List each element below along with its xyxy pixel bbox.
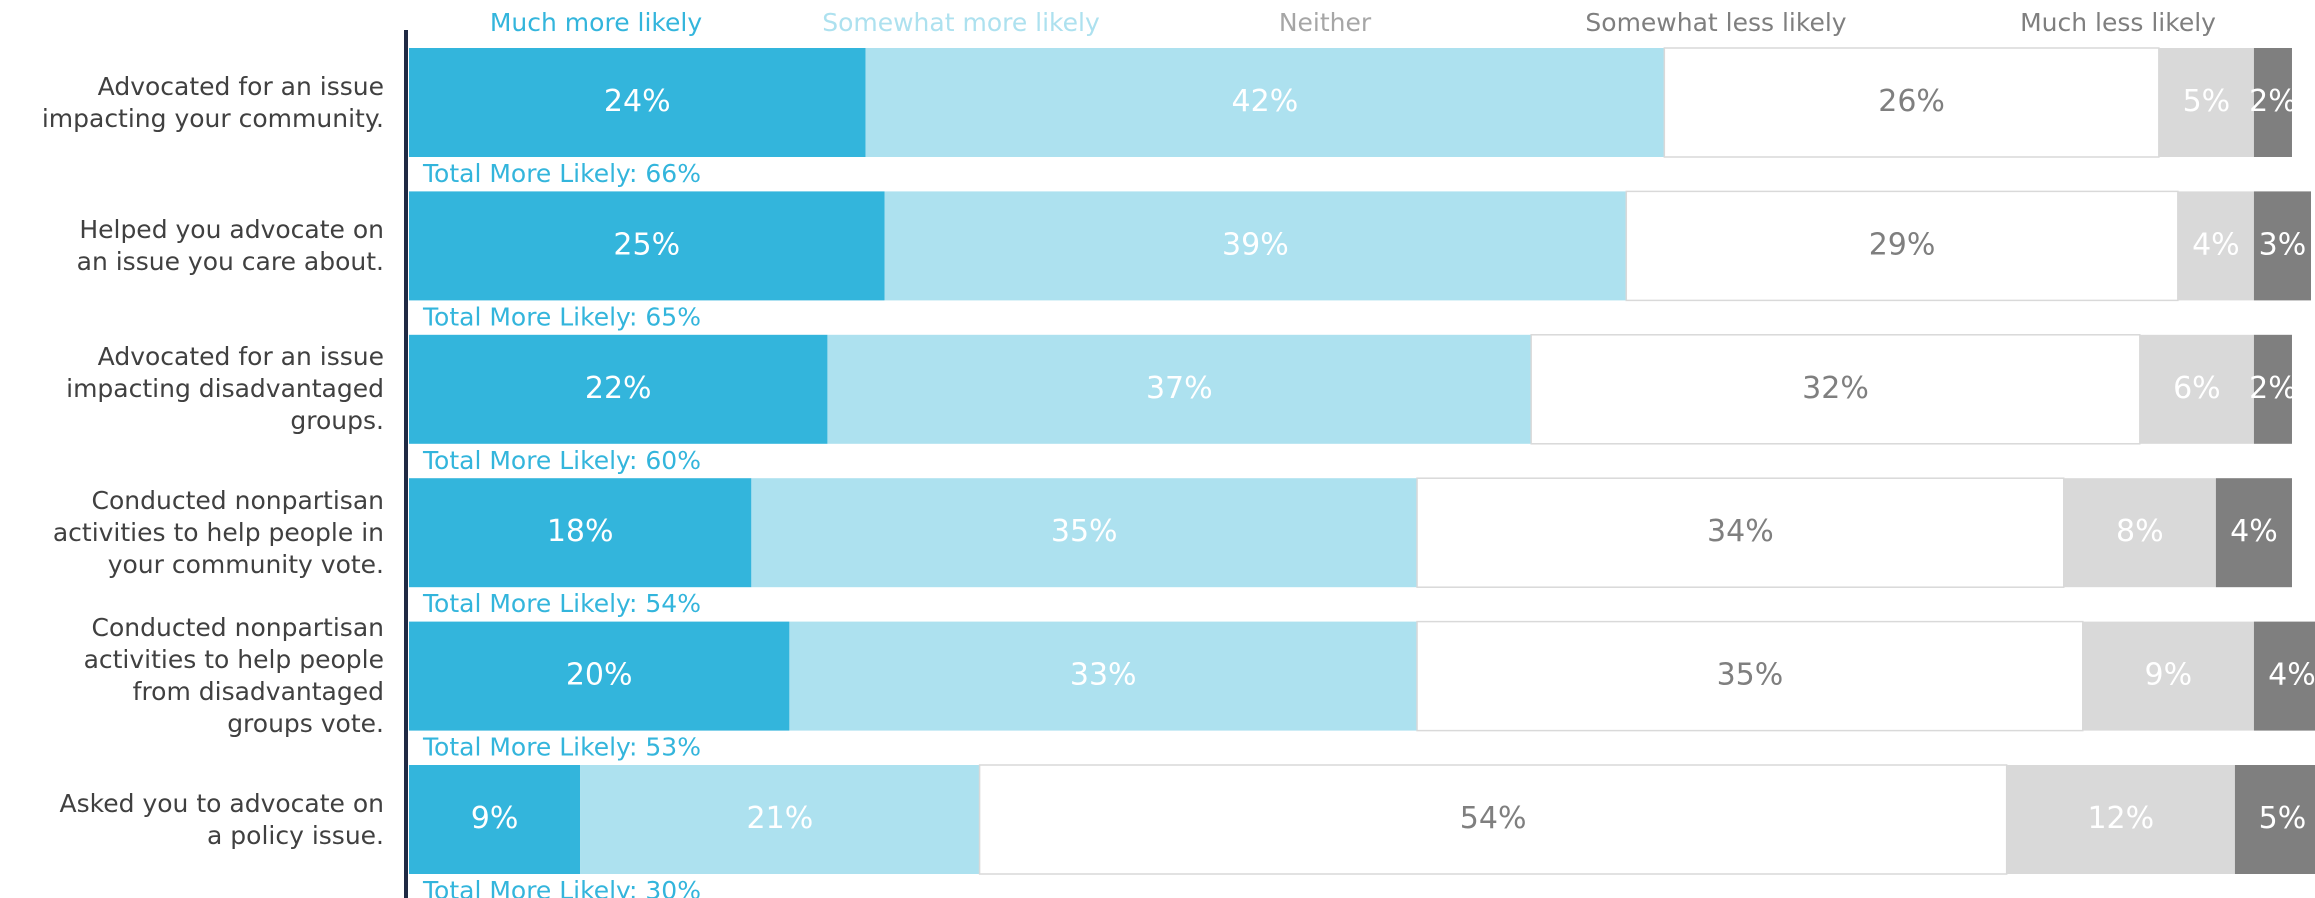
bar-segment	[580, 765, 980, 874]
bar-segment	[978, 764, 2008, 875]
annotation: Total More Likely: 60%	[422, 446, 701, 475]
bar-segment	[409, 478, 752, 588]
bar-segment	[2253, 191, 2311, 301]
category-label: Conducted nonpartisan activities to help…	[52, 485, 384, 579]
value-label: 32%	[1802, 371, 1869, 406]
value-label: 3%	[2259, 227, 2307, 262]
bar-segment	[789, 621, 1418, 731]
category-label: Helped you advocate on an issue you care…	[76, 214, 384, 276]
value-label: 35%	[1717, 658, 1784, 693]
bar-segment	[2082, 621, 2254, 731]
bar-segment	[2234, 765, 2315, 874]
bar-segment	[2253, 621, 2315, 731]
value-label: 2%	[2249, 84, 2297, 119]
value-label: 8%	[2116, 514, 2164, 549]
value-label: 33%	[1070, 658, 1137, 693]
value-label: 5%	[2183, 84, 2231, 119]
value-label: 5%	[2259, 801, 2307, 836]
bar-segment	[409, 621, 790, 731]
bar-segment	[2063, 478, 2216, 588]
bar-segment	[865, 48, 1665, 157]
value-label: 24%	[604, 84, 671, 119]
annotation: Total More Likely: 53%	[422, 733, 701, 762]
category-label: Asked you to advocate on a policy issue.	[59, 788, 384, 850]
legend-label: Somewhat more likely	[822, 8, 1100, 37]
bar-segment	[1530, 334, 2141, 445]
value-label: 37%	[1146, 371, 1213, 406]
legend-label: Somewhat less likely	[1585, 8, 1846, 37]
bar-segment	[1663, 47, 2160, 158]
value-label: 4%	[2230, 514, 2278, 549]
value-label: 35%	[1051, 514, 1118, 549]
bar-segment	[409, 191, 885, 301]
value-label: 54%	[1460, 801, 1527, 836]
value-label: 6%	[2173, 371, 2221, 406]
value-label: 25%	[613, 227, 680, 262]
legend-label: Much more likely	[490, 8, 702, 37]
annotation: Total More Likely: 65%	[422, 302, 701, 331]
bar-segment	[2158, 48, 2254, 157]
bar-segment	[409, 334, 828, 444]
bar-segment	[2006, 765, 2235, 874]
bar-segment	[751, 478, 1418, 588]
value-label: 20%	[566, 658, 633, 693]
annotation: Total More Likely: 54%	[422, 589, 701, 618]
value-label: 4%	[2268, 658, 2315, 693]
category-label: Conducted nonpartisan activities to help…	[83, 613, 384, 739]
bar-segment	[2253, 334, 2292, 444]
value-label: 39%	[1222, 227, 1289, 262]
value-label: 29%	[1869, 227, 1936, 262]
bar-segment	[409, 765, 581, 874]
annotation: Total More Likely: 66%	[422, 159, 701, 188]
value-label: 18%	[547, 514, 614, 549]
value-label: 26%	[1878, 84, 1945, 119]
value-label: 4%	[2192, 227, 2240, 262]
bar-segment	[1416, 477, 2065, 588]
bar-segment	[409, 48, 866, 157]
value-label: 9%	[2145, 658, 2193, 693]
value-label: 22%	[585, 371, 652, 406]
annotation: Total More Likely: 30%	[422, 876, 701, 898]
value-label: 2%	[2249, 371, 2297, 406]
value-label: 21%	[747, 801, 814, 836]
legend-label: Neither	[1279, 8, 1372, 37]
value-label: 9%	[471, 801, 519, 836]
bar-segment	[2253, 48, 2292, 157]
bar-segment	[2139, 334, 2254, 444]
legend-label: Much less likely	[2020, 8, 2216, 37]
bar-segment	[884, 191, 1627, 301]
category-label: Advocated for an issue impacting your co…	[41, 71, 384, 133]
category-label: Advocated for an issue impacting disadva…	[66, 342, 384, 436]
bar-segment	[2177, 191, 2254, 301]
value-label: 42%	[1232, 84, 1299, 119]
bar-segment	[2215, 478, 2292, 588]
bar-segment	[1416, 620, 2084, 732]
bar-segment	[1625, 190, 2179, 302]
value-label: 12%	[2087, 801, 2154, 836]
bar-segment	[827, 334, 1532, 444]
value-label: 34%	[1707, 514, 1774, 549]
